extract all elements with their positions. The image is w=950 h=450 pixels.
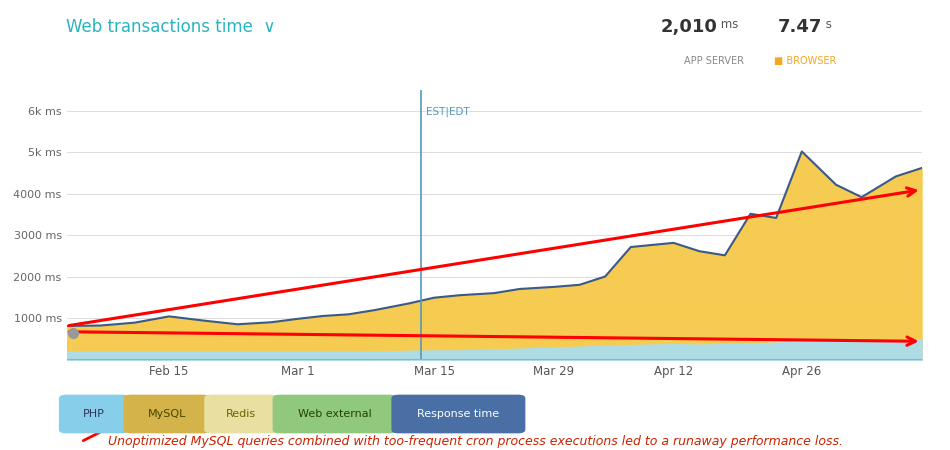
Text: s: s	[822, 18, 831, 31]
Text: PHP: PHP	[83, 409, 105, 419]
Text: MySQL: MySQL	[147, 409, 186, 419]
Text: 2,010: 2,010	[660, 18, 717, 36]
Text: ms: ms	[717, 18, 739, 31]
Text: 7.47: 7.47	[777, 18, 822, 36]
Text: Response time: Response time	[417, 409, 500, 419]
Text: Web transactions time  ∨: Web transactions time ∨	[66, 18, 276, 36]
Text: Unoptimized MySQL queries combined with too-frequent cron process executions led: Unoptimized MySQL queries combined with …	[107, 435, 843, 448]
Text: Web external: Web external	[298, 409, 371, 419]
Text: APP SERVER: APP SERVER	[684, 56, 744, 66]
Text: EST|EDT: EST|EDT	[426, 107, 469, 117]
Text: Redis: Redis	[226, 409, 256, 419]
Text: ■ BROWSER: ■ BROWSER	[774, 56, 837, 66]
